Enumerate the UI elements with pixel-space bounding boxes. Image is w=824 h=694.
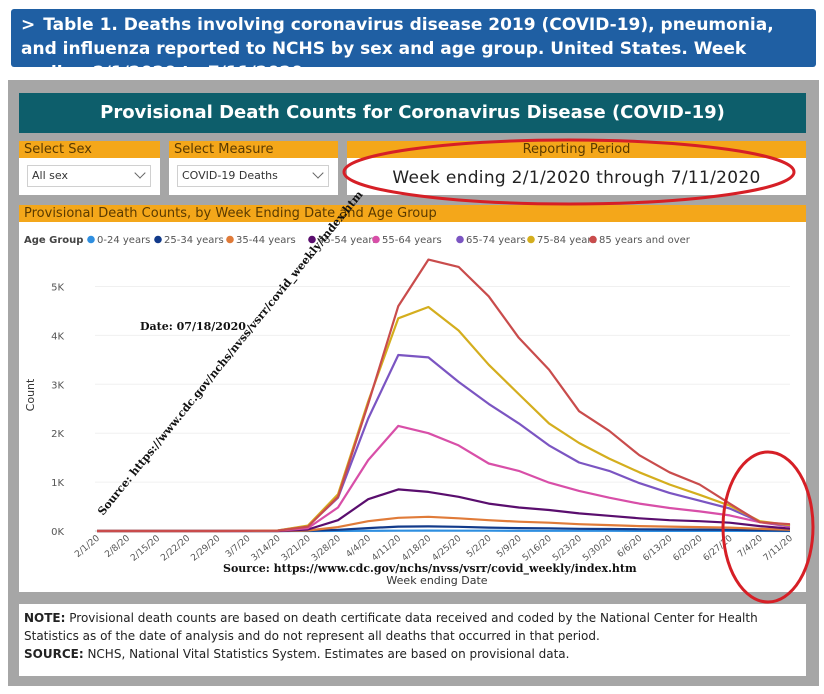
- notes-panel: NOTE: Provisional death counts are based…: [19, 604, 806, 676]
- chart-panel: Provisional Death Counts, by Week Ending…: [19, 205, 806, 592]
- note-paragraph: NOTE: Provisional death counts are based…: [24, 609, 801, 645]
- sex-dropdown-value: All sex: [32, 169, 68, 182]
- dashboard-banner: Provisional Death Counts for Coronavirus…: [19, 93, 806, 133]
- chart-title: Provisional Death Counts, by Week Ending…: [19, 205, 806, 222]
- measure-slicer: Select Measure COVID-19 Deaths: [169, 141, 338, 195]
- sex-slicer: Select Sex All sex: [19, 141, 160, 195]
- reporting-period-label: Reporting Period: [347, 141, 806, 158]
- chevron-down-icon: [312, 167, 324, 179]
- reporting-period-value: Week ending 2/1/2020 through 7/11/2020: [392, 168, 761, 188]
- reporting-period-card: Reporting Period Week ending 2/1/2020 th…: [347, 141, 806, 195]
- source-paragraph: SOURCE: NCHS, National Vital Statistics …: [24, 645, 801, 663]
- report-title-bar[interactable]: > Table 1. Deaths involving coronavirus d…: [11, 9, 816, 83]
- measure-dropdown-value: COVID-19 Deaths: [182, 169, 278, 182]
- measure-dropdown[interactable]: COVID-19 Deaths: [177, 165, 329, 187]
- sex-slicer-label: Select Sex: [19, 141, 160, 158]
- source-text: NCHS, National Vital Statistics System. …: [83, 647, 570, 661]
- report-title: Table 1. Deaths involving coronavirus di…: [21, 15, 774, 83]
- measure-slicer-label: Select Measure: [169, 141, 338, 158]
- chevron-down-icon: [134, 167, 146, 179]
- note-text: Provisional death counts are based on de…: [24, 611, 758, 643]
- sex-dropdown[interactable]: All sex: [27, 165, 151, 187]
- note-label: NOTE:: [24, 611, 66, 625]
- source-label: SOURCE:: [24, 647, 84, 661]
- chevron-right-icon: >: [21, 15, 36, 35]
